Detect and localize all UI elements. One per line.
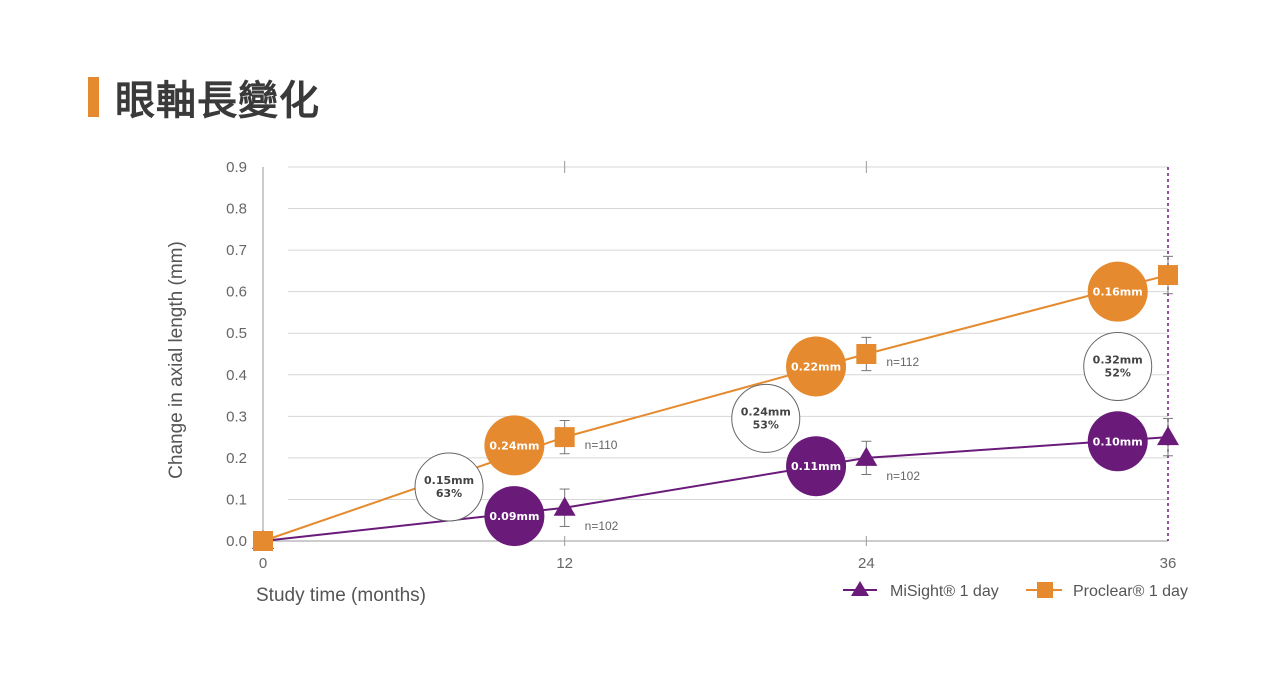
y-tick-label: 0.9 <box>226 159 247 176</box>
legend-misight-marker <box>851 581 869 596</box>
misight-period-label: 0.10mm <box>1093 435 1143 448</box>
difference-pct-label: 63% <box>436 487 462 500</box>
proclear-period-bubble <box>484 415 545 476</box>
sample-size-label: n=102 <box>886 469 920 483</box>
proclear-marker <box>1158 265 1178 286</box>
legend-misight-label: MiSight® 1 day <box>890 583 999 600</box>
sample-size-label: n=110 <box>585 438 618 452</box>
misight-marker <box>553 496 576 516</box>
y-tick-label: 0.0 <box>226 533 247 550</box>
y-tick-label: 0.6 <box>226 284 247 301</box>
title-block: 眼軸長變化 <box>88 68 320 126</box>
proclear-period-bubble <box>1087 261 1148 322</box>
legend-proclear-label: Proclear® 1 day <box>1073 583 1188 600</box>
misight-period-bubble <box>484 486 545 547</box>
x-tick-label: 36 <box>1160 555 1177 572</box>
x-tick-label: 0 <box>259 555 267 572</box>
y-tick-label: 0.7 <box>226 242 247 259</box>
misight-marker <box>1157 426 1179 446</box>
sample-size-label: n=102 <box>585 519 619 533</box>
difference-mm-label: 0.32mm <box>1093 353 1143 366</box>
proclear-period-bubble <box>786 336 847 397</box>
misight-line <box>262 436 1169 542</box>
x-axis-title: Study time (months) <box>256 585 426 606</box>
y-tick-label: 0.4 <box>226 367 247 384</box>
proclear-marker <box>554 427 575 448</box>
page-title: 眼軸長變化 <box>115 78 320 124</box>
difference-bubble <box>1083 331 1153 401</box>
x-tick-label: 24 <box>858 555 875 572</box>
y-tick-label: 0.3 <box>226 408 247 425</box>
difference-bubble <box>731 383 801 453</box>
difference-mm-label: 0.24mm <box>741 405 791 418</box>
y-tick-label: 0.8 <box>226 201 247 218</box>
difference-pct-label: 52% <box>1105 366 1131 379</box>
proclear-period-label: 0.16mm <box>1093 286 1143 299</box>
proclear-period-label: 0.24mm <box>489 439 539 452</box>
proclear-line <box>262 274 1169 542</box>
title-accent-bar <box>88 77 99 117</box>
legend-proclear-marker <box>1037 582 1053 598</box>
proclear-period-label: 0.22mm <box>791 360 841 373</box>
misight-period-bubble <box>786 436 847 497</box>
x-tick-label: 12 <box>556 555 573 572</box>
misight-period-label: 0.11mm <box>791 460 841 473</box>
misight-marker <box>855 446 878 466</box>
difference-pct-label: 53% <box>753 418 779 431</box>
difference-bubble <box>414 452 484 522</box>
misight-period-bubble <box>1087 411 1148 472</box>
proclear-marker <box>856 344 877 364</box>
y-tick-label: 0.1 <box>226 491 247 508</box>
misight-period-label: 0.09mm <box>489 510 539 523</box>
y-axis-title: Change in axial length (mm) <box>166 241 187 479</box>
y-tick-label: 0.2 <box>226 450 247 467</box>
difference-mm-label: 0.15mm <box>424 474 474 487</box>
sample-size-label: n=112 <box>886 355 919 369</box>
proclear-marker <box>253 531 273 551</box>
y-tick-label: 0.5 <box>226 325 247 342</box>
